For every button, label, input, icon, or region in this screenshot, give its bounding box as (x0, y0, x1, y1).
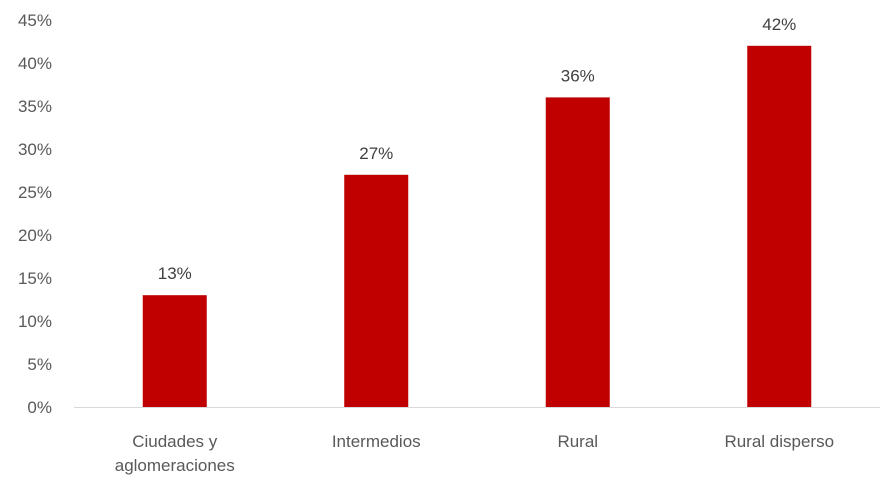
data-label: 13% (158, 264, 192, 283)
bar (747, 45, 812, 408)
y-axis-ticks: 0% 5% 10% 15% 20% 25% 30% 35% 40% 45% (18, 11, 52, 417)
y-tick-label: 0% (27, 398, 52, 417)
bar (142, 295, 207, 407)
y-tick-label: 5% (27, 355, 52, 374)
x-category-label: Rural disperso (724, 432, 834, 451)
bar (344, 174, 409, 407)
data-label: 27% (359, 144, 393, 163)
y-tick-label: 30% (18, 140, 52, 159)
y-tick-label: 20% (18, 226, 52, 245)
x-category-label: Ciudades y (132, 432, 218, 451)
data-label: 36% (561, 66, 595, 85)
data-labels: 13% 27% 36% 42% (158, 15, 797, 283)
y-tick-label: 10% (18, 312, 52, 331)
x-category-label: Intermedios (332, 432, 421, 451)
y-tick-label: 40% (18, 54, 52, 73)
bars (142, 45, 812, 408)
x-category-label: aglomeraciones (115, 456, 235, 475)
y-tick-label: 15% (18, 269, 52, 288)
y-tick-label: 25% (18, 183, 52, 202)
x-axis-categories: Ciudades y aglomeraciones Intermedios Rural… (115, 432, 834, 475)
y-tick-label: 45% (18, 11, 52, 30)
y-tick-label: 35% (18, 97, 52, 116)
data-label: 42% (762, 15, 796, 34)
bar (545, 97, 610, 408)
x-category-label: Rural (557, 432, 598, 451)
